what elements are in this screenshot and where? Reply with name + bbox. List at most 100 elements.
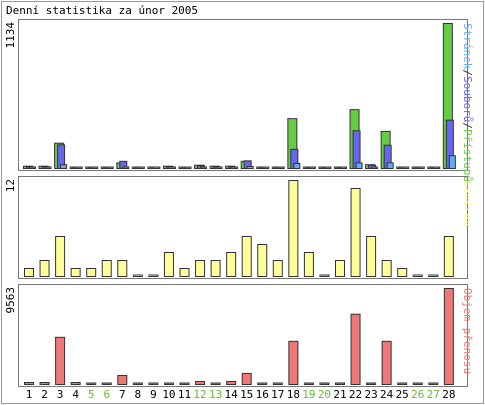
- bar-day-12: [195, 380, 206, 386]
- y-max-label: 9563: [4, 287, 17, 314]
- bar-day-5: [86, 268, 97, 277]
- bar-day-23: [366, 236, 377, 277]
- bar-day-4: [70, 268, 81, 277]
- bar-day-2: [39, 381, 50, 385]
- bar-day-24: [381, 260, 392, 277]
- x-tick-label: 11: [178, 388, 191, 401]
- bar-day-17: [272, 382, 283, 385]
- bar-strnek-day-24: [386, 162, 394, 170]
- x-tick-label: 23: [364, 388, 377, 401]
- panel-frame: [18, 19, 468, 171]
- x-tick-label: 12: [193, 388, 206, 401]
- bar-day-28: [443, 288, 454, 385]
- bar-strnek-day-18: [293, 162, 301, 169]
- bar-day-26: [412, 382, 423, 385]
- panel-2: 12 Návštěv: [4, 176, 474, 279]
- x-tick-label: 18: [287, 388, 300, 401]
- x-tick-label: 5: [88, 388, 95, 401]
- x-tick-label: 28: [442, 388, 455, 401]
- x-tick-label: 9: [150, 388, 157, 401]
- x-tick-label: 7: [119, 388, 126, 401]
- x-tick-label: 21: [333, 388, 346, 401]
- x-tick-label: 6: [103, 388, 110, 401]
- bar-strnek-day-22: [355, 162, 363, 170]
- bar-strnek-day-8: [137, 166, 145, 169]
- x-tick-label: 26: [411, 388, 424, 401]
- x-tick-label: 15: [240, 388, 253, 401]
- bar-day-27: [428, 382, 439, 385]
- panel-1: 1134 Stránek/Souborů/Přístupů: [4, 19, 474, 182]
- x-tick-label: 19: [302, 388, 315, 401]
- bar-strnek-day-7: [122, 166, 130, 169]
- x-tick-label: 25: [396, 388, 409, 401]
- x-tick-label: 14: [225, 388, 239, 401]
- bar-day-19: [303, 382, 314, 385]
- bar-day-10: [163, 252, 174, 277]
- bar-day-19: [303, 252, 314, 277]
- panel-3: 9563 Objem přenosu: [4, 284, 474, 387]
- bar-strnek-day-20: [324, 166, 332, 169]
- bar-day-27: [428, 274, 439, 277]
- bar-strnek-day-12: [200, 166, 208, 169]
- x-tick-label: 2: [41, 388, 48, 401]
- bar-strnek-day-13: [215, 166, 223, 169]
- bar-day-16: [257, 244, 268, 277]
- x-tick-label: 20: [318, 388, 331, 401]
- bar-day-15: [241, 372, 252, 385]
- x-tick-label: 3: [57, 388, 64, 401]
- bar-day-9: [148, 382, 159, 385]
- panel-frame: [18, 176, 468, 279]
- bar-day-28: [443, 236, 454, 277]
- legend: Návštěv: [461, 180, 474, 227]
- x-tick-label: 10: [162, 388, 175, 401]
- bar-day-3: [55, 336, 66, 385]
- chart-title: Denní statistika za únor 2005: [6, 4, 198, 17]
- bar-day-5: [86, 382, 97, 385]
- bar-day-24: [381, 340, 392, 385]
- bar-strnek-day-9: [153, 166, 161, 169]
- bar-day-21: [335, 260, 345, 277]
- x-tick-label: 13: [209, 388, 222, 401]
- bar-day-16: [257, 382, 268, 385]
- x-tick-label: 1: [26, 388, 33, 401]
- bar-day-11: [179, 268, 190, 277]
- bar-day-1: [24, 381, 34, 385]
- bar-day-7: [117, 374, 128, 386]
- bars: [23, 23, 456, 170]
- bar-strnek-day-15: [246, 165, 254, 170]
- bar-day-18: [288, 180, 299, 277]
- x-tick-label: 27: [427, 388, 440, 401]
- bar-strnek-day-21: [340, 166, 347, 169]
- bars: [24, 288, 454, 386]
- bar-day-11: [179, 382, 190, 385]
- bar-day-20: [319, 274, 330, 277]
- bar-day-6: [101, 260, 112, 277]
- legend-entry: Stránek: [461, 23, 474, 70]
- legend: Objem přenosu: [461, 288, 474, 374]
- x-tick-label: 8: [135, 388, 142, 401]
- bar-day-4: [70, 381, 81, 385]
- x-tick-label: 22: [349, 388, 362, 401]
- bar-strnek-day-27: [433, 166, 441, 169]
- bar-day-1: [24, 268, 34, 277]
- bar-strnek-day-10: [168, 166, 176, 169]
- legend-separator: /: [461, 69, 474, 76]
- bar-day-13: [210, 382, 221, 385]
- bar-day-14: [226, 380, 237, 386]
- bar-strnek-day-25: [402, 166, 410, 169]
- x-tick-label: 4: [72, 388, 79, 401]
- bar-day-15: [241, 236, 252, 277]
- x-tick-label: 17: [271, 388, 284, 401]
- bar-day-7: [117, 260, 128, 277]
- x-axis-labels: 1 2 3 4 5 6 7 8 9 10 11 12 13 14 15 16 17 18 19 20 21 22 23 24 2…: [26, 388, 456, 401]
- bar-strnek-day-16: [262, 166, 270, 169]
- bar-day-22: [350, 313, 361, 385]
- bar-strnek-day-26: [417, 166, 425, 169]
- bar-day-17: [272, 260, 283, 277]
- bar-day-6: [101, 382, 112, 385]
- bar-day-8: [132, 274, 143, 277]
- bar-day-12: [195, 260, 206, 277]
